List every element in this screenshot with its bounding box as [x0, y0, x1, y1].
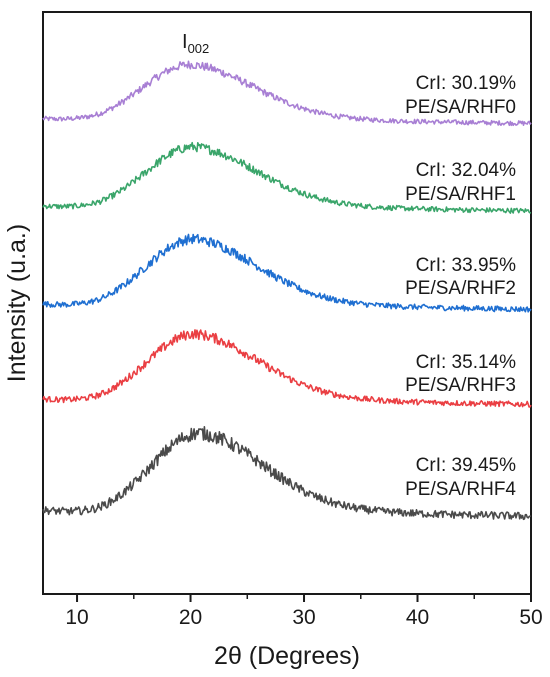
series-label-name-rhf4: PE/SA/RHF4 [405, 479, 516, 500]
series-label-name-rhf3: PE/SA/RHF3 [405, 375, 516, 396]
series-label-name-rhf2: PE/SA/RHF2 [405, 278, 516, 299]
series-line-pe-sa-rhf1 [42, 141, 532, 214]
x-axis-ticks: 10 20 30 40 50 [65, 594, 543, 629]
series-label-name-rhf0: PE/SA/RHF0 [405, 97, 516, 118]
peak-label-subscript: 002 [188, 41, 210, 56]
series-line-pe-sa-rhf0 [42, 60, 532, 127]
peak-label: I002 [182, 31, 209, 56]
series-label-crystallinity-rhf3: CrI: 35.14% [416, 352, 516, 373]
x-tick-label-40: 40 [406, 606, 429, 629]
series-line-pe-sa-rhf3 [42, 329, 532, 408]
x-axis-label: 2θ (Degrees) [214, 642, 360, 670]
series-label-name-rhf1: PE/SA/RHF1 [405, 184, 516, 205]
x-tick-label-50: 50 [519, 606, 542, 629]
series-label-crystallinity-rhf4: CrI: 39.45% [416, 455, 516, 476]
x-tick-label-30: 30 [292, 606, 315, 629]
series-label-crystallinity-rhf1: CrI: 32.04% [416, 160, 516, 181]
x-tick-label-10: 10 [65, 606, 88, 629]
series-line-pe-sa-rhf4 [42, 425, 532, 521]
series-label-crystallinity-rhf2: CrI: 33.95% [416, 255, 516, 276]
x-tick-label-20: 20 [179, 606, 202, 629]
series-layer [42, 60, 532, 521]
y-axis-label: Intensity (u.a.) [3, 224, 31, 382]
series-line-pe-sa-rhf2 [42, 233, 532, 313]
series-label-crystallinity-rhf0: CrI: 30.19% [416, 73, 516, 94]
